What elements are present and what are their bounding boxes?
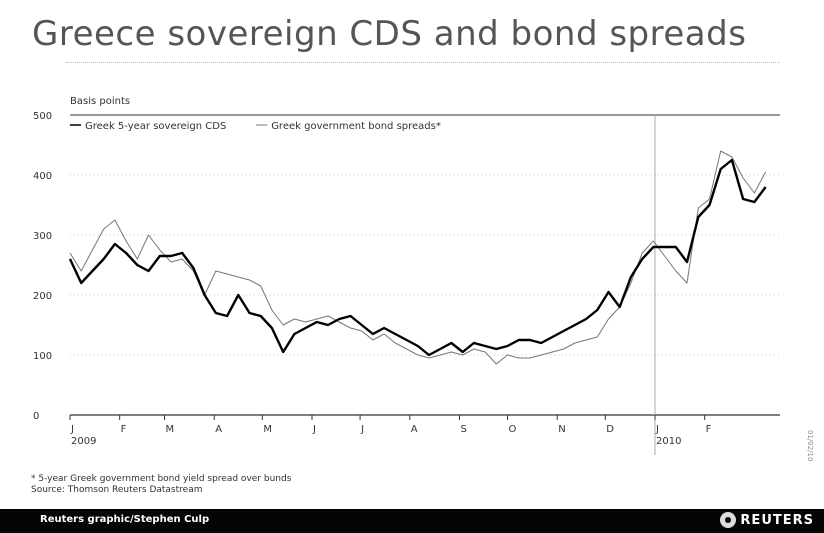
chart-title: Greece sovereign CDS and bond spreads <box>32 14 747 54</box>
series-line-cds <box>68 158 767 357</box>
series-lines <box>68 150 767 365</box>
y-axis-label: Basis points <box>70 96 130 107</box>
y-tick-label: 200 <box>33 291 52 302</box>
reuters-wordmark: REUTERS <box>740 512 814 528</box>
y-tick-label: 500 <box>33 111 52 122</box>
x-tick-label: J <box>655 424 659 435</box>
side-code: 01/02/10 <box>806 430 814 462</box>
source-note: Source: Thomson Reuters Datastream <box>31 485 203 495</box>
series-line-bond-spreads <box>69 150 767 365</box>
x-tick-label: A <box>215 424 222 435</box>
x-tick-year-label: 2010 <box>656 436 681 447</box>
y-tick-label: 300 <box>33 231 52 242</box>
x-tick-label: J <box>360 424 364 435</box>
reuters-logo: REUTERS <box>720 512 814 528</box>
legend: Greek 5-year sovereign CDS Greek governme… <box>70 121 441 132</box>
legend-label: Greek government bond spreads* <box>271 121 441 132</box>
x-tick-label: M <box>166 424 175 435</box>
x-tick-label: F <box>121 424 127 435</box>
x-tick-label: M <box>263 424 272 435</box>
x-tick-year-label: 2009 <box>71 436 96 447</box>
x-tick-label: J <box>312 424 316 435</box>
y-tick-label: 100 <box>33 351 52 362</box>
gridlines <box>70 114 780 455</box>
title-divider <box>66 62 780 63</box>
x-tick-label: S <box>460 424 466 435</box>
legend-label: Greek 5-year sovereign CDS <box>85 121 226 132</box>
y-tick-label: 400 <box>33 171 52 182</box>
x-tick-label: A <box>411 424 418 435</box>
y-axis: 0 100 200 300 400 500 Basis points <box>33 96 130 422</box>
x-tick-label: J <box>70 424 74 435</box>
reuters-logo-icon <box>720 512 737 528</box>
x-tick-label: F <box>706 424 712 435</box>
x-tick-label: O <box>509 424 517 435</box>
footnote: * 5-year Greek government bond yield spr… <box>31 474 292 484</box>
x-tick-label: D <box>606 424 614 435</box>
graphic-credit: Reuters graphic/Stephen Culp <box>40 514 210 525</box>
y-tick-label: 0 <box>33 411 39 422</box>
footer-bar: Reuters graphic/Stephen Culp REUTERS <box>0 509 824 533</box>
x-tick-label: N <box>558 424 565 435</box>
